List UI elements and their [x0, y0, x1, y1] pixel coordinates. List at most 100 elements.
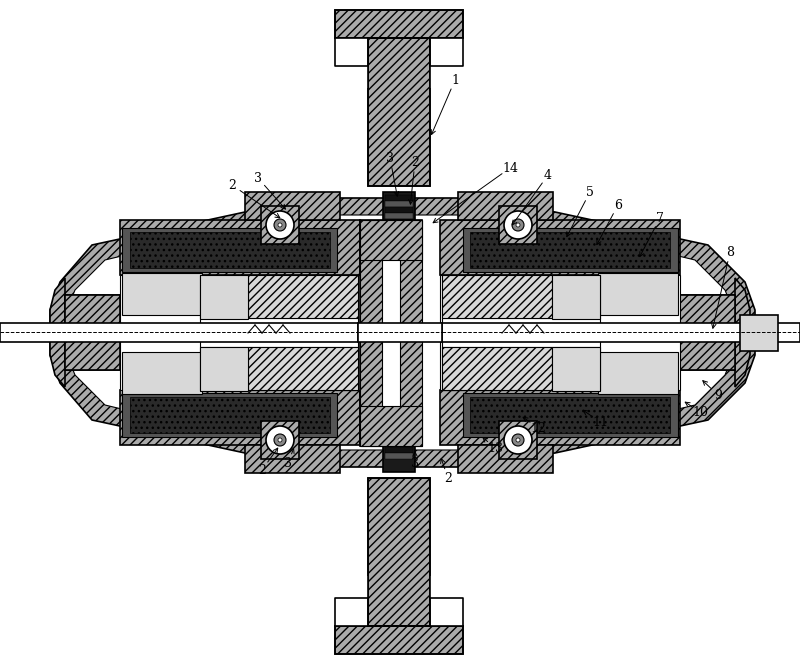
- Polygon shape: [248, 275, 358, 318]
- Circle shape: [266, 211, 294, 239]
- Text: 3: 3: [411, 456, 419, 469]
- Bar: [65, 295, 120, 370]
- Bar: [122, 393, 337, 437]
- Polygon shape: [442, 275, 600, 318]
- Bar: [442, 318, 600, 347]
- Bar: [385, 207, 413, 213]
- Text: 12: 12: [530, 422, 546, 434]
- Bar: [385, 435, 413, 441]
- Bar: [385, 453, 413, 459]
- Text: 4: 4: [544, 168, 552, 182]
- Text: 2: 2: [411, 156, 419, 168]
- Bar: [499, 421, 537, 459]
- Bar: [245, 192, 340, 220]
- Bar: [552, 347, 600, 391]
- Bar: [368, 478, 430, 626]
- Bar: [385, 291, 413, 297]
- Bar: [385, 369, 413, 375]
- Text: 10: 10: [692, 406, 708, 418]
- Bar: [385, 285, 413, 291]
- Bar: [385, 447, 413, 453]
- Bar: [200, 318, 358, 347]
- Bar: [122, 273, 202, 315]
- Polygon shape: [50, 198, 755, 467]
- Bar: [385, 351, 413, 357]
- Bar: [430, 576, 463, 626]
- Bar: [385, 231, 413, 237]
- Bar: [335, 626, 463, 654]
- Text: 8: 8: [726, 245, 734, 259]
- Bar: [368, 38, 430, 186]
- Circle shape: [274, 434, 286, 446]
- Bar: [385, 429, 413, 435]
- Bar: [360, 220, 422, 260]
- Bar: [200, 275, 248, 319]
- Text: 2: 2: [258, 464, 266, 477]
- Polygon shape: [442, 347, 600, 390]
- Bar: [458, 192, 553, 220]
- Bar: [440, 390, 680, 445]
- Circle shape: [278, 438, 282, 442]
- Bar: [385, 405, 413, 411]
- Bar: [385, 387, 413, 393]
- Bar: [120, 390, 360, 445]
- Bar: [385, 213, 413, 219]
- Bar: [385, 279, 413, 285]
- Text: 5: 5: [586, 186, 594, 198]
- Bar: [335, 10, 463, 38]
- Bar: [0, 323, 358, 342]
- Text: 13: 13: [487, 442, 503, 454]
- Bar: [130, 397, 330, 433]
- Bar: [120, 220, 360, 275]
- Text: 3: 3: [254, 172, 262, 184]
- Bar: [385, 441, 413, 447]
- Bar: [335, 10, 463, 38]
- Bar: [463, 393, 678, 437]
- Bar: [385, 333, 413, 339]
- Bar: [385, 297, 413, 303]
- Polygon shape: [65, 215, 735, 450]
- Bar: [360, 220, 422, 446]
- Bar: [261, 421, 299, 459]
- Bar: [360, 406, 422, 446]
- Polygon shape: [50, 278, 65, 387]
- Circle shape: [266, 426, 294, 454]
- Bar: [385, 381, 413, 387]
- Bar: [499, 206, 537, 244]
- Bar: [442, 323, 800, 342]
- Bar: [261, 206, 299, 244]
- Text: 3: 3: [284, 456, 292, 469]
- Text: 6: 6: [614, 198, 622, 211]
- Circle shape: [512, 219, 524, 231]
- Bar: [120, 275, 360, 390]
- Circle shape: [516, 223, 520, 227]
- Text: 7: 7: [656, 211, 664, 225]
- Polygon shape: [735, 278, 750, 387]
- Bar: [385, 363, 413, 369]
- Bar: [385, 267, 413, 273]
- Bar: [122, 352, 202, 394]
- Bar: [130, 232, 330, 268]
- Bar: [383, 192, 415, 472]
- Bar: [385, 411, 413, 417]
- Bar: [368, 478, 430, 626]
- Bar: [385, 255, 413, 261]
- Text: 1: 1: [451, 74, 459, 86]
- Bar: [680, 295, 735, 370]
- Bar: [385, 417, 413, 423]
- Polygon shape: [442, 275, 552, 318]
- Bar: [358, 323, 442, 342]
- Bar: [360, 220, 382, 446]
- Circle shape: [278, 223, 282, 227]
- Bar: [65, 295, 120, 370]
- Bar: [200, 347, 248, 391]
- Bar: [400, 220, 422, 446]
- Bar: [368, 38, 430, 186]
- Bar: [385, 225, 413, 231]
- Bar: [385, 195, 413, 201]
- Bar: [385, 243, 413, 249]
- Bar: [598, 352, 678, 394]
- Bar: [458, 445, 553, 473]
- Bar: [335, 576, 368, 626]
- Bar: [385, 315, 413, 321]
